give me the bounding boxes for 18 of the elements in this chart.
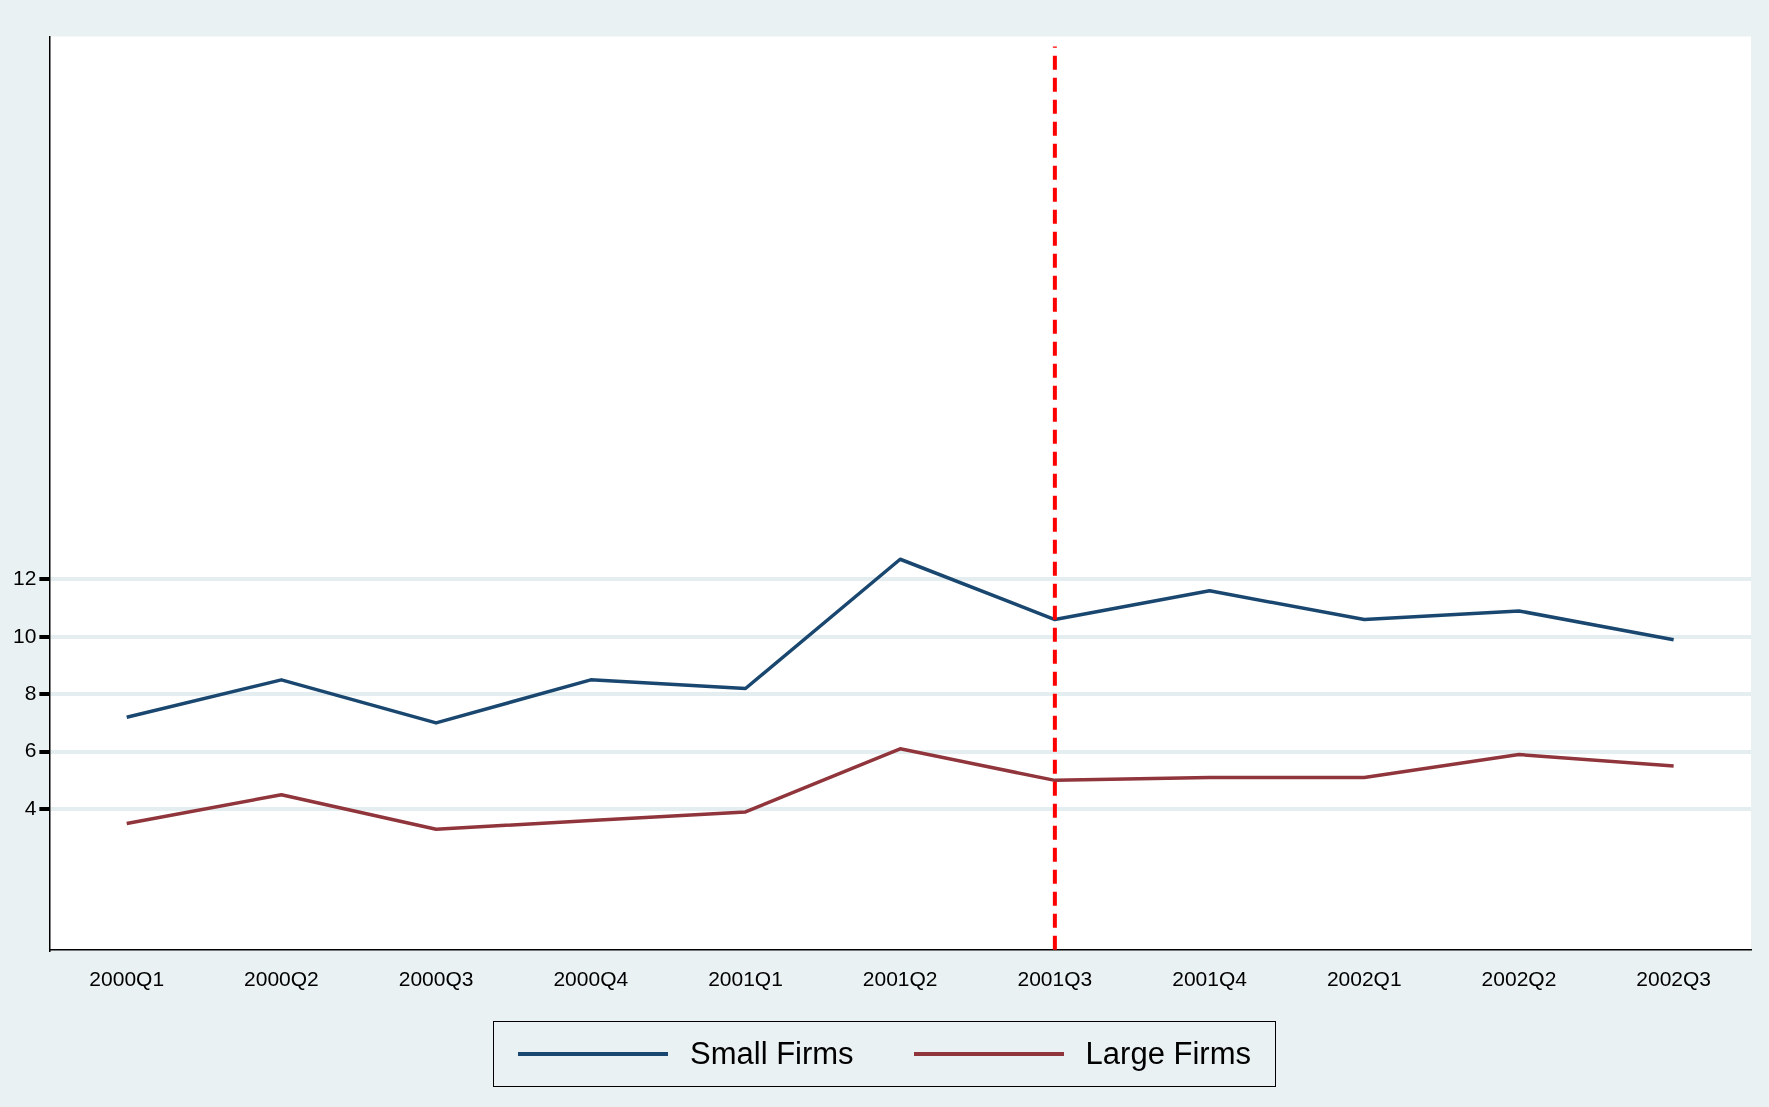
x-tick-label: 2002Q3 — [1636, 967, 1712, 991]
x-tick-label: 2001Q1 — [708, 967, 783, 991]
x-tick-label: 2001Q4 — [1172, 967, 1248, 991]
x-tick-label: 2000Q4 — [553, 967, 629, 991]
y-tick-label: 4 — [24, 795, 37, 819]
y-tick-label: 10 — [13, 623, 37, 647]
x-tick-label: 2002Q2 — [1481, 967, 1557, 991]
legend-label: Small Firms — [690, 1036, 854, 1072]
y-tick-label: 8 — [24, 681, 37, 705]
x-tick-label: 2001Q3 — [1017, 967, 1093, 991]
x-tick-label: 2001Q2 — [862, 967, 938, 991]
x-tick-label: 2000Q3 — [398, 967, 474, 991]
x-tick-label: 2000Q1 — [89, 967, 165, 991]
legend-label: Large Firms — [1085, 1036, 1251, 1072]
x-tick-label: 2002Q1 — [1326, 967, 1402, 991]
x-tick-label: 2000Q2 — [244, 967, 319, 991]
y-tick-label: 12 — [13, 566, 37, 590]
y-tick-label: 6 — [24, 738, 37, 762]
